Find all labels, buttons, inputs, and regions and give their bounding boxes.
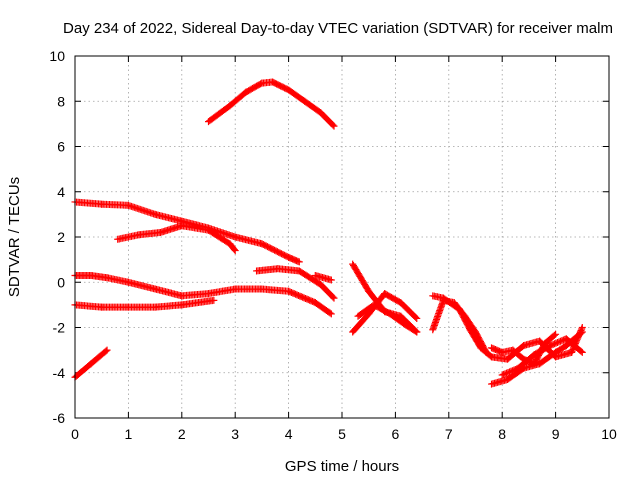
y-tick-label: 2 [57, 229, 65, 245]
data-point [327, 276, 335, 284]
data-point [231, 247, 239, 255]
data-series [488, 330, 560, 368]
x-tick-label: 9 [552, 426, 560, 442]
x-axis-label: GPS time / hours [285, 458, 399, 475]
x-tick-label: 5 [338, 426, 346, 442]
data-series [349, 290, 421, 336]
y-tick-label: -2 [53, 320, 66, 336]
y-tick-label: 4 [57, 184, 65, 200]
data-point [230, 245, 238, 253]
data-series [253, 265, 338, 302]
data-series [71, 296, 218, 311]
y-tick-label: 6 [57, 139, 65, 155]
y-tick-label: 10 [49, 48, 65, 64]
data-series [71, 346, 111, 381]
data-series [311, 271, 335, 284]
x-tick-label: 6 [392, 426, 400, 442]
y-tick-label: -6 [53, 410, 66, 426]
x-tick-label: 8 [498, 426, 506, 442]
x-tick-label: 2 [178, 426, 186, 442]
data-point [412, 313, 420, 321]
y-tick-label: 8 [57, 93, 65, 109]
data-point [326, 309, 334, 317]
data-point [330, 122, 338, 130]
x-tick-label: 7 [445, 426, 453, 442]
data-point [330, 294, 338, 302]
data-point [102, 347, 110, 355]
data-point [550, 331, 558, 339]
data-point [295, 258, 303, 266]
data-point [329, 293, 337, 301]
data-point [411, 327, 419, 335]
x-tick-label: 4 [285, 426, 293, 442]
data-point [103, 346, 111, 354]
data-point [327, 310, 335, 318]
x-tick-label: 1 [125, 426, 133, 442]
x-tick-label: 3 [231, 426, 239, 442]
chart-title: Day 234 of 2022, Sidereal Day-to-day VTE… [63, 20, 613, 37]
y-tick-label: 0 [57, 274, 65, 290]
data-point [578, 324, 586, 331]
data-series [71, 271, 335, 318]
x-tick-label: 10 [601, 426, 617, 442]
data-point [552, 330, 560, 338]
data-series [205, 78, 338, 130]
plot-frame [74, 55, 610, 419]
data-marks [71, 78, 586, 388]
data-point [578, 325, 586, 333]
axis-ticks: 0 1 2 3 4 5 6 7 8 9 10 -6 -4 -2 0 2 4 6 8 10 [49, 48, 617, 442]
data-point [210, 296, 218, 304]
data-point [413, 328, 421, 336]
data-point [329, 121, 337, 129]
data-point [578, 348, 586, 356]
data-point [413, 314, 421, 322]
y-tick-label: -4 [53, 365, 66, 381]
data-point [577, 347, 585, 355]
y-axis-label: SDTVAR / TECUs [6, 177, 23, 297]
x-tick-label: 0 [71, 426, 79, 442]
data-series [114, 222, 239, 255]
data-series [354, 301, 421, 336]
